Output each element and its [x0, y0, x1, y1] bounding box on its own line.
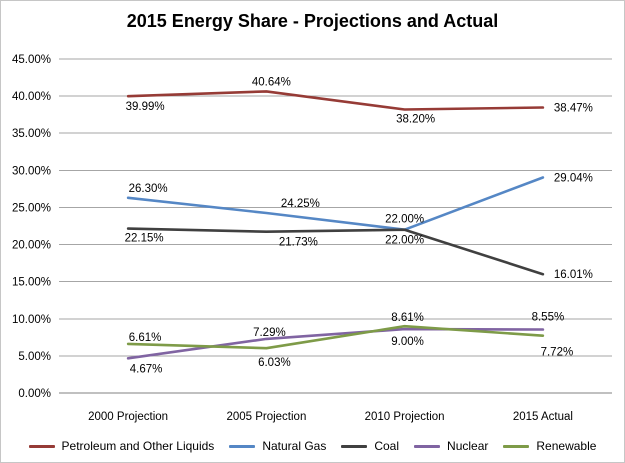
series-line — [126, 227, 545, 276]
x-category-label: 2015 Actual — [513, 411, 573, 423]
legend-label: Petroleum and Other Liquids — [61, 439, 215, 453]
data-label: 8.55% — [532, 312, 565, 324]
series-line — [126, 176, 545, 231]
data-label: 16.01% — [554, 269, 593, 281]
data-label: 22.00% — [385, 235, 424, 247]
legend: Petroleum and Other Liquids Natural Gas Co… — [1, 439, 624, 453]
data-label: 6.61% — [129, 332, 162, 344]
series-line — [126, 324, 545, 350]
y-tick-label: 15.00% — [12, 277, 51, 289]
legend-swatch — [229, 444, 256, 448]
y-tick-label: 10.00% — [12, 314, 51, 326]
series-line — [126, 327, 545, 360]
x-category-label: 2000 Projection — [88, 411, 168, 423]
legend-swatch — [341, 444, 368, 448]
legend-label: Coal — [374, 439, 400, 453]
legend-label: Natural Gas — [262, 439, 327, 453]
legend-swatch — [414, 444, 441, 448]
x-category-label: 2005 Projection — [226, 411, 306, 423]
data-label: 6.03% — [258, 357, 291, 369]
data-label: 4.67% — [130, 363, 163, 375]
y-tick-label: 45.00% — [12, 54, 51, 66]
legend-item: Coal — [341, 439, 399, 453]
legend-swatch — [28, 444, 55, 448]
data-label: 8.61% — [391, 312, 424, 324]
y-tick-label: 0.00% — [18, 388, 51, 400]
chart-title: 2015 Energy Share - Projections and Actu… — [126, 11, 499, 31]
legend-label: Nuclear — [447, 439, 489, 453]
data-label: 9.00% — [391, 336, 424, 348]
y-tick-label: 40.00% — [12, 91, 51, 103]
data-label: 7.29% — [253, 327, 286, 339]
legend-label: Renewable — [536, 439, 597, 453]
data-label: 38.20% — [396, 114, 435, 126]
legend-item: Nuclear — [414, 439, 488, 453]
data-label: 40.64% — [252, 76, 291, 88]
data-label: 29.04% — [554, 173, 593, 185]
legend-swatch — [503, 444, 530, 448]
legend-item: Renewable — [503, 439, 596, 453]
data-label: 38.47% — [554, 103, 593, 115]
y-tick-label: 5.00% — [18, 351, 51, 363]
data-label: 26.30% — [129, 183, 168, 195]
data-label: 39.99% — [126, 101, 165, 113]
data-label: 22.00% — [385, 214, 424, 226]
legend-item: Natural Gas — [229, 439, 326, 453]
y-tick-label: 35.00% — [12, 128, 51, 140]
data-label: 22.15% — [125, 233, 164, 245]
y-tick-label: 20.00% — [12, 240, 51, 252]
data-label: 21.73% — [279, 237, 318, 249]
data-label: 7.72% — [541, 347, 574, 359]
x-category-label: 2010 Projection — [365, 411, 445, 423]
y-tick-label: 30.00% — [12, 165, 51, 177]
y-tick-label: 25.00% — [12, 202, 51, 214]
legend-item: Petroleum and Other Liquids — [28, 439, 215, 453]
series-line — [126, 90, 545, 111]
data-label: 24.25% — [281, 198, 320, 210]
